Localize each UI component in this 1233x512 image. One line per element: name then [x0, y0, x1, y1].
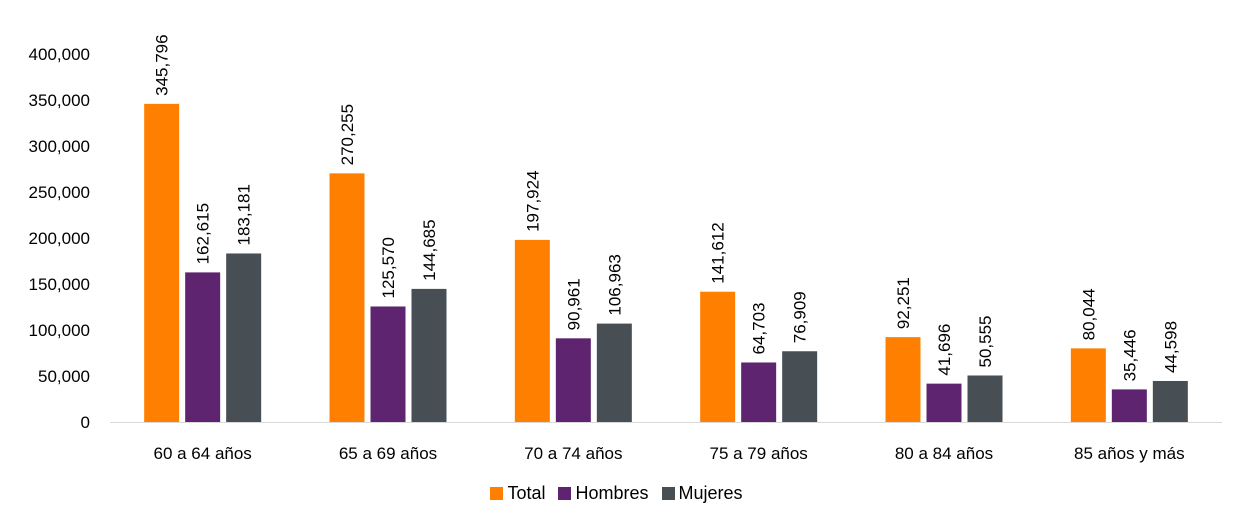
y-axis: 0 50,000 100,000 150,000 200,000 250,000 300,0… [29, 45, 90, 432]
data-label: 183,181 [235, 184, 254, 245]
y-tick-label: 150,000 [29, 275, 90, 294]
x-tick-label: 65 a 69 años [339, 444, 437, 463]
y-tick-label: 100,000 [29, 321, 90, 340]
bar [226, 253, 262, 422]
y-tick-label: 350,000 [29, 91, 90, 110]
legend-swatch-total [490, 486, 504, 500]
bar [596, 323, 632, 422]
legend-item-mujeres: Mujeres [661, 482, 743, 504]
data-label: 76,909 [791, 291, 810, 343]
x-tick-label: 60 a 64 años [154, 444, 252, 463]
data-label: 106,963 [605, 254, 624, 315]
y-tick-label: 0 [81, 413, 90, 432]
bar [1111, 389, 1147, 422]
y-tick-label: 50,000 [38, 367, 90, 386]
legend: Total Hombres Mujeres [0, 482, 1233, 505]
x-tick-label: 70 a 74 años [524, 444, 622, 463]
legend-label-mujeres: Mujeres [678, 483, 743, 503]
data-label: 44,598 [1161, 321, 1180, 373]
data-label: 50,555 [976, 315, 995, 367]
bar-chart: 0 50,000 100,000 150,000 200,000 250,000 300,0… [29, 34, 1222, 463]
bar [926, 383, 962, 422]
y-tick-label: 250,000 [29, 183, 90, 202]
bar [1070, 348, 1106, 422]
legend-item-total: Total [490, 482, 545, 504]
legend-label-total: Total [507, 483, 546, 503]
y-tick-label: 200,000 [29, 229, 90, 248]
legend-item-hombres: Hombres [558, 482, 649, 504]
x-tick-label: 80 a 84 años [895, 444, 993, 463]
data-label: 144,685 [420, 219, 439, 280]
data-label: 92,251 [894, 277, 913, 329]
bar [329, 173, 365, 422]
data-label: 125,570 [379, 237, 398, 298]
bar [700, 291, 736, 422]
data-label: 80,044 [1079, 288, 1098, 340]
legend-label-hombres: Hombres [575, 483, 649, 503]
data-label: 90,961 [564, 278, 583, 330]
data-label: 141,612 [709, 222, 728, 283]
x-tick-label: 85 años y más [1074, 444, 1185, 463]
data-label: 197,924 [523, 170, 542, 231]
data-label: 64,703 [750, 302, 769, 354]
data-label: 345,796 [153, 34, 172, 95]
legend-swatch-hombres [558, 486, 572, 500]
bar [555, 338, 591, 422]
data-label: 162,615 [194, 203, 213, 264]
bar [370, 306, 406, 422]
x-axis: 60 a 64 años 65 a 69 años 70 a 74 años 75 a… [154, 444, 1185, 463]
data-label: 35,446 [1120, 329, 1139, 381]
bars [144, 103, 1188, 423]
y-tick-label: 300,000 [29, 137, 90, 156]
bar [1152, 380, 1188, 422]
data-label: 270,255 [338, 104, 357, 165]
bar [144, 103, 180, 423]
y-tick-label: 400,000 [29, 45, 90, 64]
data-labels: 345,796 162,615 183,181 270,255 125,570 144,6… [153, 34, 1181, 381]
x-tick-label: 75 a 79 años [710, 444, 808, 463]
bar [741, 362, 777, 422]
bar [411, 288, 447, 422]
data-label: 41,696 [935, 324, 954, 376]
bar [885, 337, 921, 422]
bar [514, 239, 550, 422]
bar [782, 351, 818, 422]
bar [185, 272, 221, 422]
legend-swatch-mujeres [661, 486, 675, 500]
bar [967, 375, 1003, 422]
